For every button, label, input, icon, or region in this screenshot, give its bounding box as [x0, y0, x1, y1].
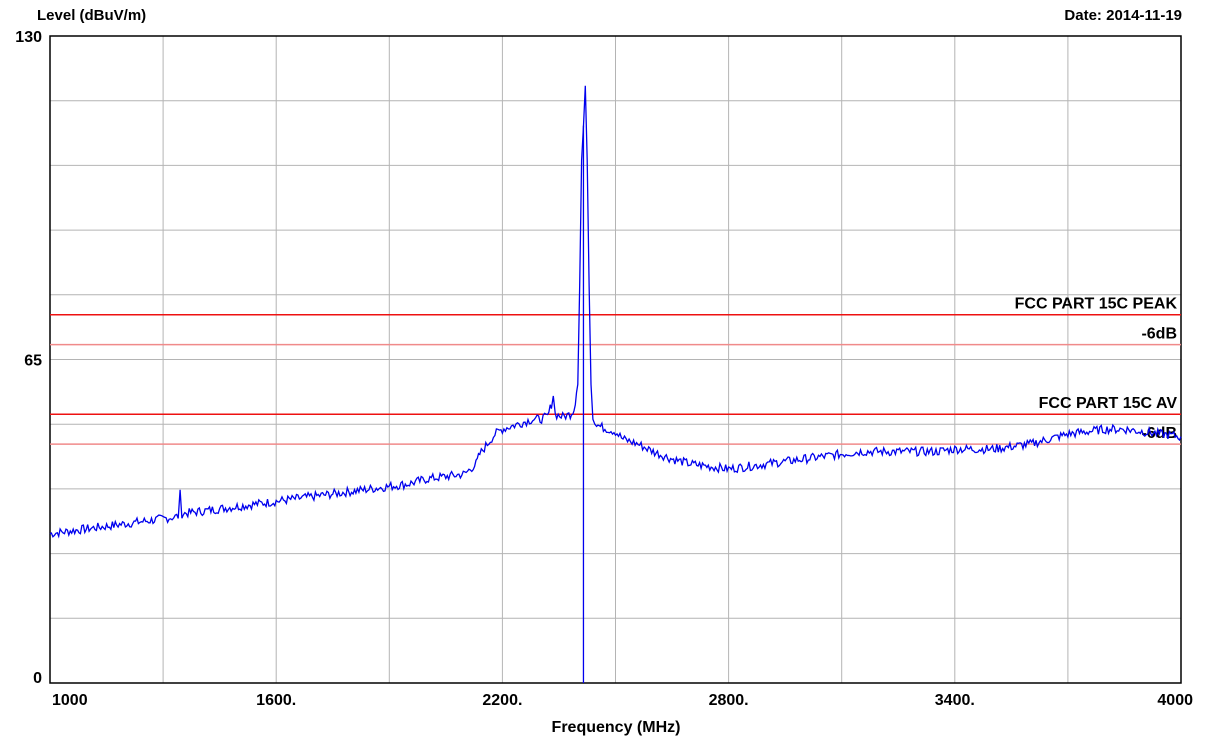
- series-line: [49, 85, 1182, 539]
- x-tick-label: 1000: [52, 692, 88, 709]
- y-axis-label: Level (dBuV/m): [37, 7, 146, 24]
- y-tick-label: 65: [24, 353, 42, 370]
- plot-grid: [50, 36, 1181, 683]
- axis-tick-labels: 1000 1600. 2200. 2800. 3400. 4000 0 65 130: [15, 29, 1193, 709]
- plot-frame: [49, 35, 1182, 684]
- x-tick-label: 2200.: [482, 692, 522, 709]
- date-label: Date: 2014-11-19: [1064, 7, 1182, 24]
- limit-line-label: FCC PART 15C PEAK: [1015, 296, 1178, 313]
- x-tick-label: 1600.: [256, 692, 296, 709]
- x-axis-label: Frequency (MHz): [552, 719, 681, 736]
- x-tick-label: 4000: [1157, 692, 1193, 709]
- y-tick-label: 0: [33, 670, 42, 687]
- x-tick-label: 2800.: [709, 692, 749, 709]
- limit-line-label: -6dB: [1141, 326, 1177, 343]
- y-tick-label: 130: [15, 29, 42, 46]
- limit-line-label: FCC PART 15C AV: [1039, 395, 1178, 412]
- x-tick-label: 3400.: [935, 692, 975, 709]
